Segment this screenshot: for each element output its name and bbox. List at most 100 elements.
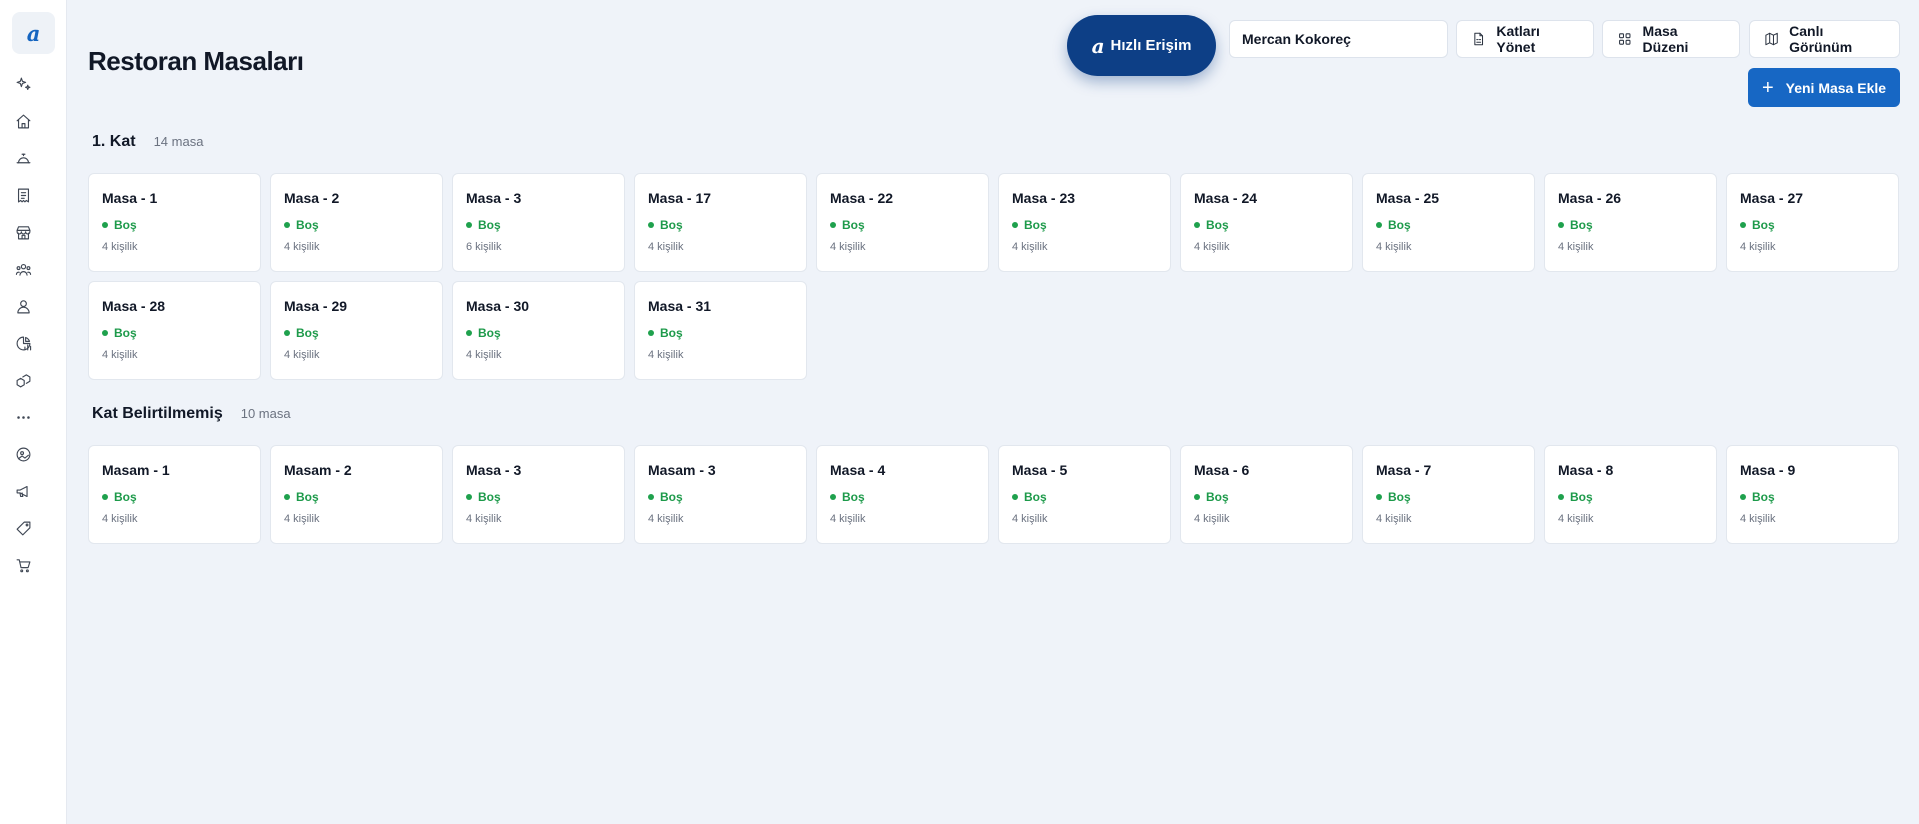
- table-status: Boş: [284, 218, 429, 232]
- status-text: Boş: [1206, 490, 1229, 504]
- table-name: Masa - 22: [830, 190, 894, 206]
- table-card[interactable]: Masa - 4 Boş 4 kişilik: [816, 445, 989, 544]
- table-capacity: 4 kişilik: [830, 241, 866, 253]
- store-icon[interactable]: [13, 222, 33, 242]
- table-card[interactable]: Masa - 26 Boş 4 kişilik: [1544, 173, 1717, 272]
- sparkles-icon[interactable]: [13, 74, 33, 94]
- table-card[interactable]: Masa - 27 Boş 4 kişilik: [1726, 173, 1899, 272]
- table-status: Boş: [466, 326, 611, 340]
- quick-access-logo: a: [1091, 33, 1105, 58]
- status-text: Boş: [660, 218, 683, 232]
- image-icon[interactable]: [13, 444, 33, 464]
- table-status: Boş: [1194, 218, 1339, 232]
- add-table-button[interactable]: + Yeni Masa Ekle: [1748, 68, 1900, 107]
- table-card[interactable]: Masa - 23 Boş 4 kişilik: [998, 173, 1171, 272]
- sidebar: a: [0, 0, 67, 824]
- page-title: Restoran Masaları: [88, 46, 304, 76]
- table-capacity: 4 kişilik: [466, 513, 502, 525]
- users-group-icon[interactable]: [13, 259, 33, 279]
- status-text: Boş: [1752, 490, 1775, 504]
- status-text: Boş: [1206, 218, 1229, 232]
- table-card[interactable]: Masa - 28 Boş 4 kişilik: [88, 281, 261, 380]
- manage-floors-button[interactable]: Katları Yönet: [1456, 20, 1594, 58]
- table-name: Masa - 25: [1376, 190, 1440, 206]
- quick-access-button[interactable]: a Hızlı Erişim: [1067, 15, 1216, 76]
- table-card[interactable]: Masam - 2 Boş 4 kişilik: [270, 445, 443, 544]
- table-card[interactable]: Masa - 2 Boş 4 kişilik: [270, 173, 443, 272]
- status-text: Boş: [478, 490, 501, 504]
- app-logo-glyph: a: [26, 20, 41, 46]
- table-card[interactable]: Masa - 6 Boş 4 kişilik: [1180, 445, 1353, 544]
- table-card[interactable]: Masa - 9 Boş 4 kişilik: [1726, 445, 1899, 544]
- table-status: Boş: [1740, 490, 1885, 504]
- status-text: Boş: [114, 326, 137, 340]
- home-icon[interactable]: [13, 111, 33, 131]
- status-text: Boş: [114, 490, 137, 504]
- table-status: Boş: [102, 490, 247, 504]
- table-name: Masa - 4: [830, 462, 886, 478]
- table-capacity: 4 kişilik: [102, 513, 138, 525]
- tag-icon[interactable]: [13, 518, 33, 538]
- table-card[interactable]: Masa - 5 Boş 4 kişilik: [998, 445, 1171, 544]
- concierge-bell-icon[interactable]: [13, 148, 33, 168]
- status-dot-icon: [102, 494, 108, 500]
- table-card[interactable]: Masa - 30 Boş 4 kişilik: [452, 281, 625, 380]
- table-card[interactable]: Masa - 29 Boş 4 kişilik: [270, 281, 443, 380]
- table-status: Boş: [1376, 490, 1521, 504]
- table-card[interactable]: Masa - 17 Boş 4 kişilik: [634, 173, 807, 272]
- chart-pie-icon[interactable]: [13, 333, 33, 353]
- boxes-icon[interactable]: [13, 370, 33, 390]
- table-card[interactable]: Masa - 8 Boş 4 kişilik: [1544, 445, 1717, 544]
- table-name: Masa - 9: [1740, 462, 1796, 478]
- user-icon[interactable]: [13, 296, 33, 316]
- status-text: Boş: [1388, 218, 1411, 232]
- table-card[interactable]: Masa - 31 Boş 4 kişilik: [634, 281, 807, 380]
- table-status: Boş: [1558, 490, 1703, 504]
- table-capacity: 4 kişilik: [284, 241, 320, 253]
- table-capacity: 4 kişilik: [1194, 241, 1230, 253]
- megaphone-icon[interactable]: [13, 481, 33, 501]
- table-card[interactable]: Masa - 3 Boş 4 kişilik: [452, 445, 625, 544]
- quick-access-label: Hızlı Erişim: [1110, 37, 1192, 54]
- table-card[interactable]: Masam - 3 Boş 4 kişilik: [634, 445, 807, 544]
- live-view-button[interactable]: Canlı Görünüm: [1749, 20, 1900, 58]
- table-name: Masa - 29: [284, 298, 348, 314]
- table-status: Boş: [466, 490, 611, 504]
- cart-icon[interactable]: [13, 555, 33, 575]
- status-dot-icon: [1012, 494, 1018, 500]
- table-capacity: 4 kişilik: [830, 513, 866, 525]
- status-dot-icon: [1558, 222, 1564, 228]
- table-capacity: 4 kişilik: [648, 513, 684, 525]
- status-text: Boş: [660, 326, 683, 340]
- status-dot-icon: [1194, 494, 1200, 500]
- table-status: Boş: [830, 490, 975, 504]
- table-layout-button[interactable]: Masa Düzeni: [1602, 20, 1740, 58]
- table-name: Masa - 8: [1558, 462, 1614, 478]
- status-text: Boş: [1570, 218, 1593, 232]
- receipt-icon[interactable]: [13, 185, 33, 205]
- table-status: Boş: [648, 490, 793, 504]
- table-card[interactable]: Masa - 24 Boş 4 kişilik: [1180, 173, 1353, 272]
- status-dot-icon: [284, 330, 290, 336]
- table-name: Masa - 2: [284, 190, 340, 206]
- status-text: Boş: [1752, 218, 1775, 232]
- table-status: Boş: [1740, 218, 1885, 232]
- status-dot-icon: [830, 494, 836, 500]
- table-card[interactable]: Masa - 7 Boş 4 kişilik: [1362, 445, 1535, 544]
- table-status: Boş: [284, 490, 429, 504]
- table-card[interactable]: Masa - 1 Boş 4 kişilik: [88, 173, 261, 272]
- table-capacity: 4 kişilik: [1012, 513, 1048, 525]
- table-card[interactable]: Masam - 1 Boş 4 kişilik: [88, 445, 261, 544]
- section-header-unassigned: Kat Belirtilmemiş 10 masa: [92, 405, 291, 423]
- table-card[interactable]: Masa - 3 Boş 6 kişilik: [452, 173, 625, 272]
- table-name: Masa - 24: [1194, 190, 1258, 206]
- more-dots-icon[interactable]: [13, 407, 33, 427]
- table-card[interactable]: Masa - 25 Boş 4 kişilik: [1362, 173, 1535, 272]
- table-status: Boş: [1558, 218, 1703, 232]
- restaurant-select[interactable]: Mercan Kokoreç: [1229, 20, 1448, 58]
- table-status: Boş: [1012, 490, 1157, 504]
- status-text: Boş: [1570, 490, 1593, 504]
- table-card[interactable]: Masa - 22 Boş 4 kişilik: [816, 173, 989, 272]
- table-name: Masa - 7: [1376, 462, 1432, 478]
- app-logo[interactable]: a: [12, 12, 55, 54]
